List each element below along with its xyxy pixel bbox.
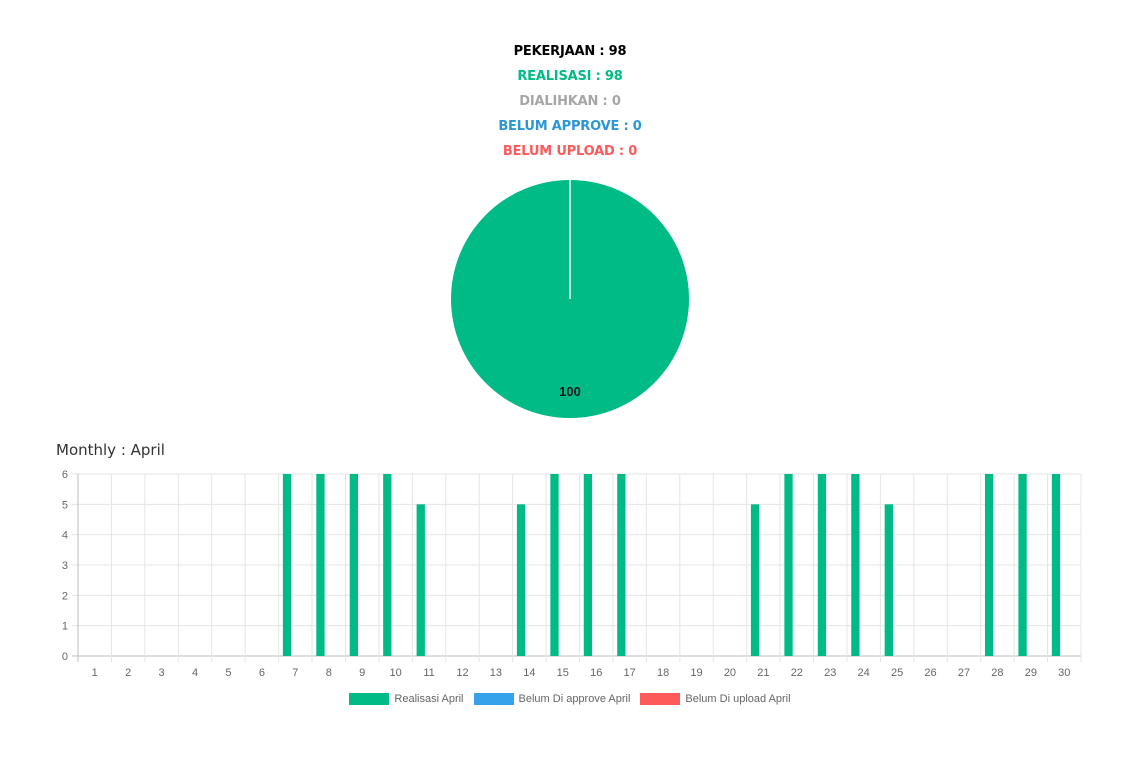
x-tick-label: 28 <box>991 667 1003 679</box>
belum-upload-count: BELUM UPLOAD : 0 <box>502 144 638 159</box>
y-tick-label: 0 <box>62 651 68 663</box>
bar-realisasi[interactable] <box>1018 474 1027 656</box>
legend-label: Belum Di upload April <box>685 693 791 705</box>
realisasi-count: REALISASI : 98 <box>517 69 623 84</box>
chart-legend: Realisasi April Belum Di approve April Bel… <box>0 693 1140 705</box>
x-tick-label: 25 <box>891 667 903 679</box>
pekerjaan-count: PEKERJAAN : 98 <box>513 44 627 59</box>
y-tick-label: 5 <box>62 499 68 511</box>
x-tick-label: 7 <box>292 667 298 679</box>
x-tick-label: 30 <box>1058 667 1070 679</box>
bar-realisasi[interactable] <box>817 474 827 656</box>
x-tick-label: 17 <box>624 667 636 679</box>
x-tick-label: 26 <box>924 667 936 679</box>
x-tick-label: 8 <box>326 667 332 679</box>
x-tick-label: 23 <box>824 667 836 679</box>
x-tick-label: 10 <box>389 667 401 679</box>
belum-approve-count: BELUM APPROVE : 0 <box>498 119 642 134</box>
x-tick-label: 18 <box>657 667 669 679</box>
bar-realisasi[interactable] <box>617 474 626 656</box>
x-tick-label: 20 <box>724 667 736 679</box>
x-tick-label: 21 <box>757 667 769 679</box>
x-tick-label: 16 <box>590 667 602 679</box>
bar-realisasi[interactable] <box>383 474 392 656</box>
legend-label: Belum Di approve April <box>518 693 631 705</box>
legend-label: Realisasi April <box>394 693 464 705</box>
bar-realisasi[interactable] <box>784 474 793 656</box>
y-tick-label: 6 <box>62 469 68 481</box>
x-tick-label: 6 <box>259 667 265 679</box>
bar-realisasi[interactable] <box>516 504 526 656</box>
y-tick-label: 2 <box>62 590 68 602</box>
legend-item[interactable]: Realisasi April <box>349 693 464 705</box>
x-tick-label: 13 <box>490 667 502 679</box>
y-tick-label: 4 <box>62 530 68 542</box>
legend-swatch <box>349 693 390 705</box>
bar-realisasi[interactable] <box>750 504 760 656</box>
legend-swatch <box>473 693 514 705</box>
x-tick-label: 3 <box>159 667 165 679</box>
y-tick-label: 3 <box>62 560 68 572</box>
x-tick-label: 27 <box>958 667 970 679</box>
y-tick-label: 1 <box>62 621 68 633</box>
x-tick-label: 24 <box>858 667 870 679</box>
bar-realisasi[interactable] <box>349 474 359 656</box>
x-tick-label: 9 <box>359 667 365 679</box>
x-tick-label: 11 <box>423 667 434 679</box>
x-tick-label: 29 <box>1025 667 1037 679</box>
summary-block: PEKERJAAN : 98 REALISASI : 98 DIALIHKAN … <box>0 42 1140 167</box>
bar-realisasi[interactable] <box>316 474 325 656</box>
bar-realisasi[interactable] <box>550 474 559 656</box>
x-tick-label: 19 <box>690 667 702 679</box>
bar-realisasi[interactable] <box>984 474 994 656</box>
legend-swatch <box>640 693 681 705</box>
x-tick-label: 14 <box>523 667 535 679</box>
x-tick-label: 12 <box>456 667 468 679</box>
x-tick-label: 2 <box>125 667 131 679</box>
monthly-title: Monthly : April <box>56 441 165 459</box>
pie-data-label: 100 <box>559 384 581 399</box>
legend-item[interactable]: Belum Di approve April <box>473 693 631 705</box>
x-tick-label: 4 <box>192 667 198 679</box>
dialihkan-count: DIALIHKAN : 0 <box>519 94 621 109</box>
x-tick-label: 22 <box>791 667 803 679</box>
pie-chart: 100 <box>451 180 689 418</box>
x-tick-label: 5 <box>225 667 231 679</box>
bar-realisasi[interactable] <box>884 504 893 656</box>
x-tick-label: 15 <box>557 667 569 679</box>
bar-realisasi[interactable] <box>1051 474 1061 656</box>
bar-realisasi[interactable] <box>416 504 425 656</box>
legend-item[interactable]: Belum Di upload April <box>640 693 791 705</box>
bar-realisasi[interactable] <box>851 474 860 656</box>
bar-realisasi[interactable] <box>282 474 292 656</box>
bar-realisasi[interactable] <box>583 474 593 656</box>
x-tick-label: 1 <box>92 667 98 679</box>
